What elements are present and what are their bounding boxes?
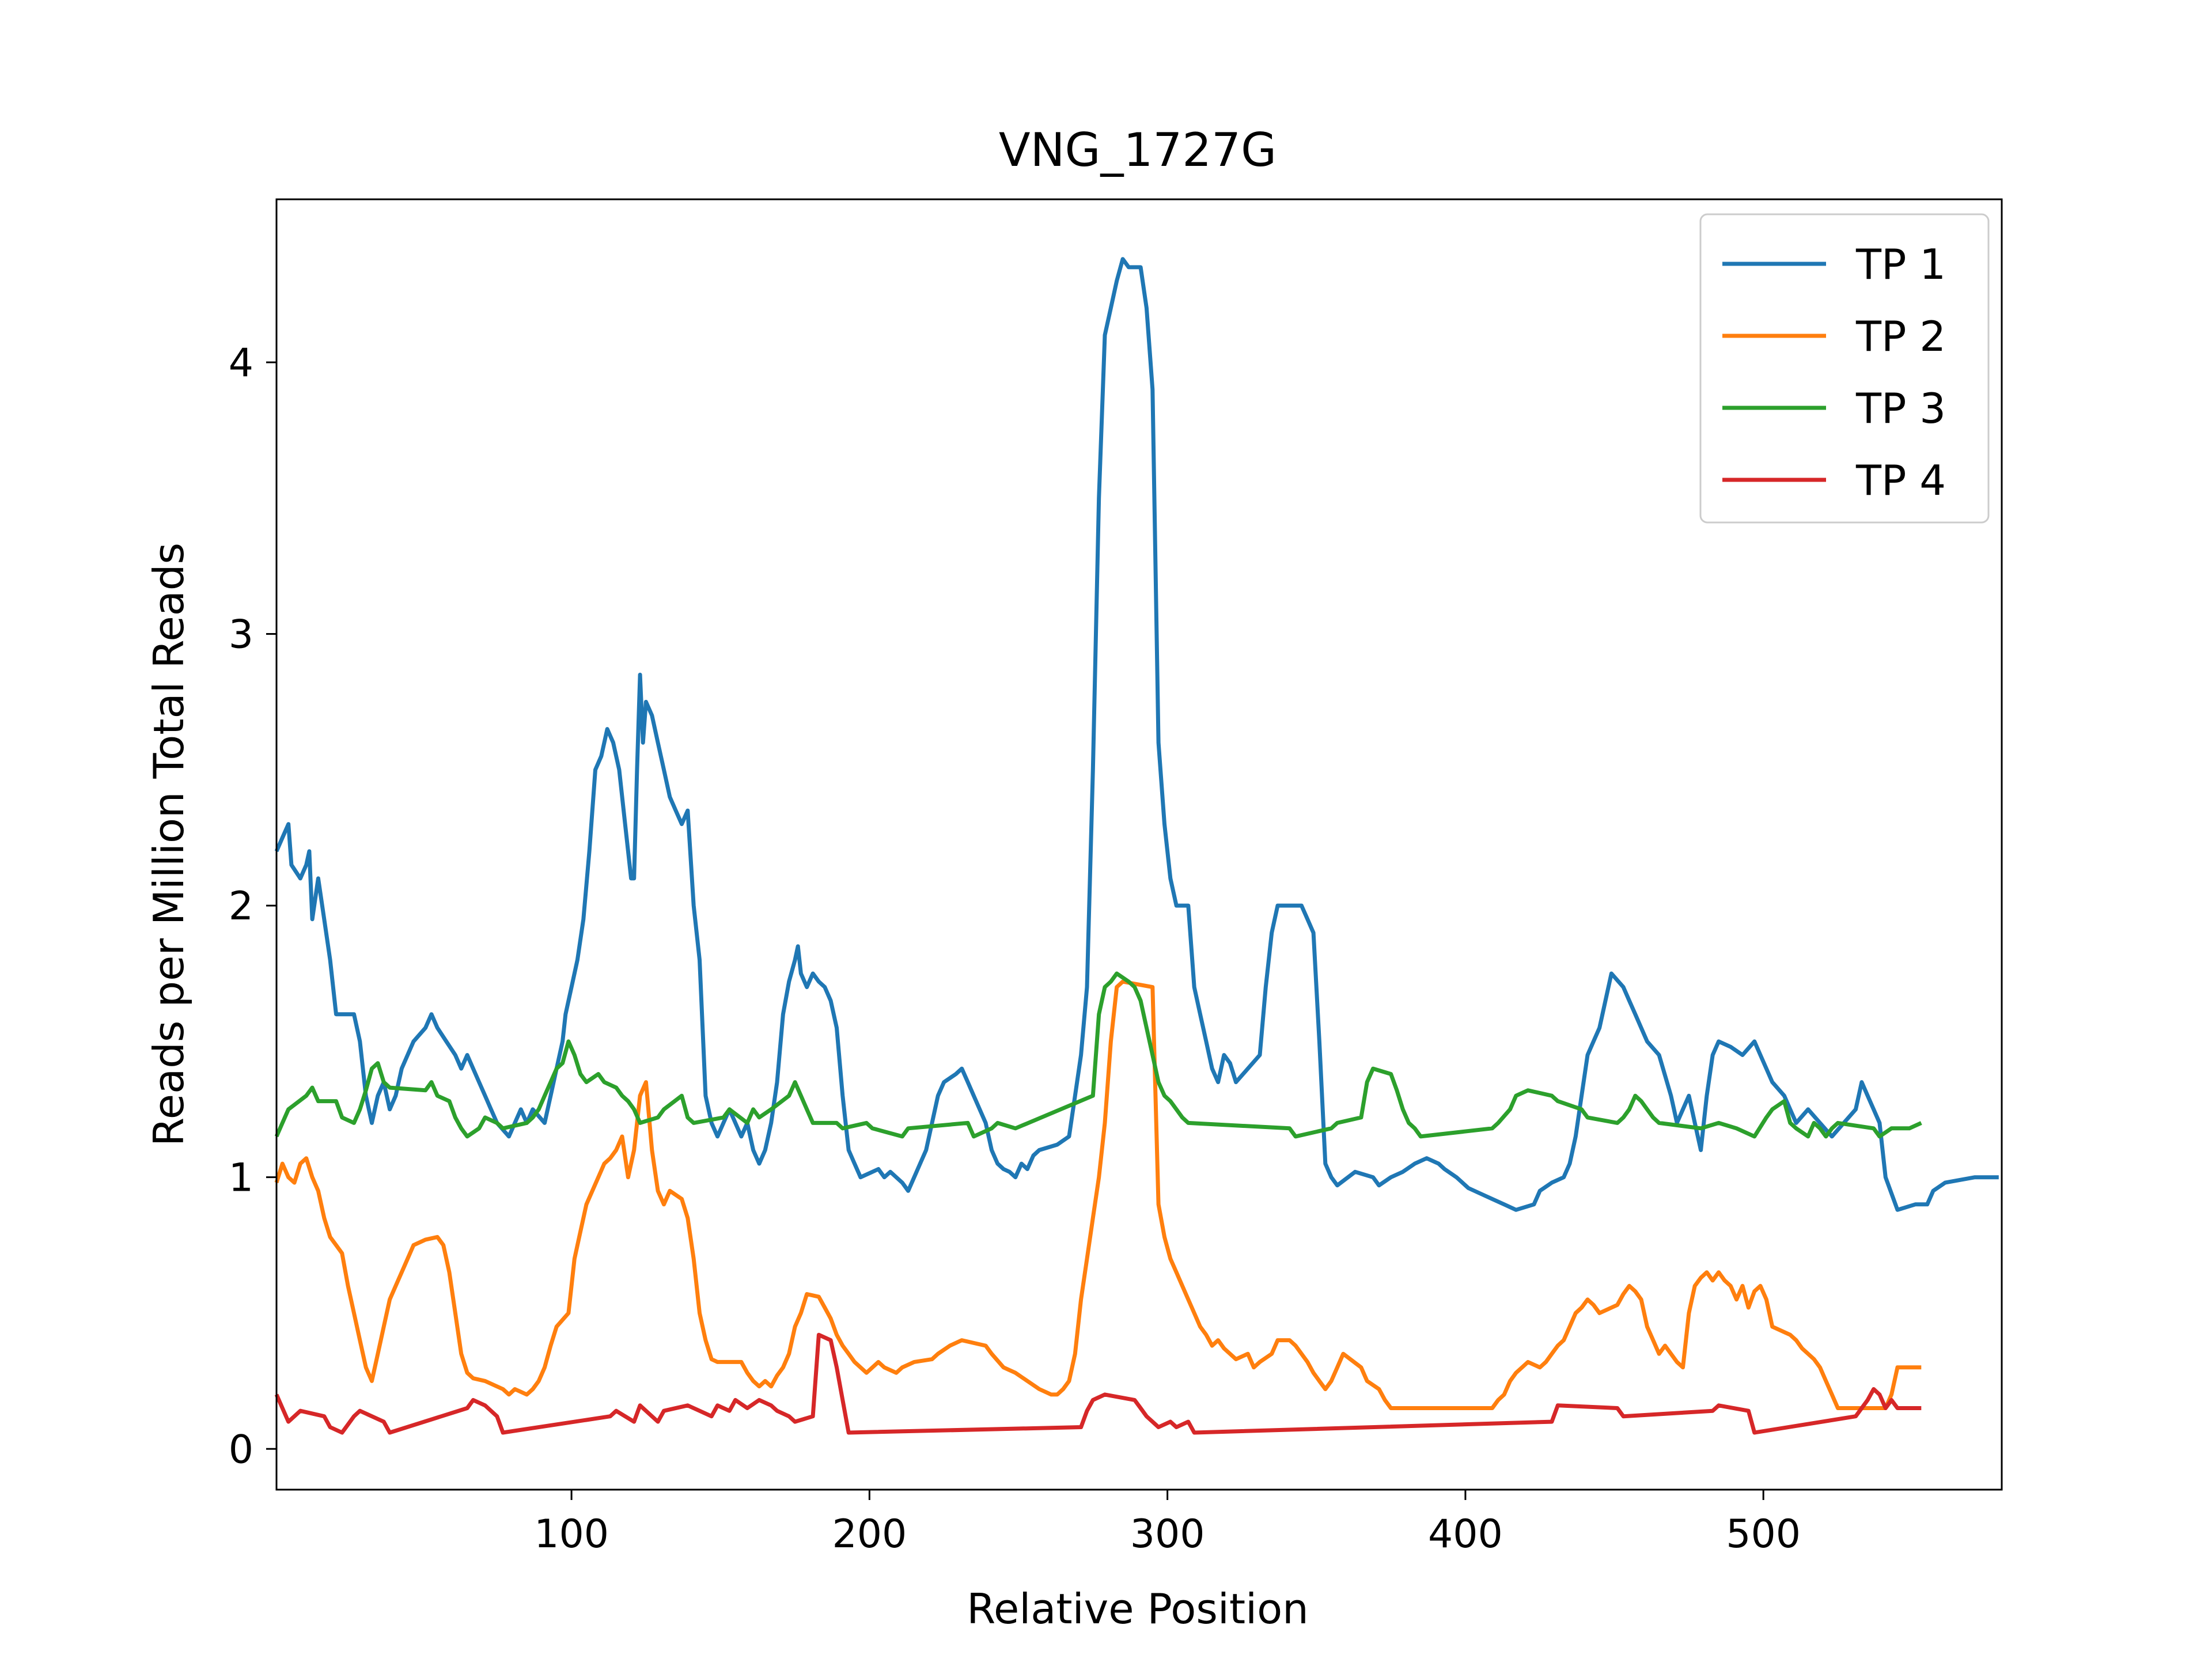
x-axis-ticks: 100 200 300 400 500 bbox=[534, 1490, 1801, 1557]
x-tick-label: 200 bbox=[832, 1512, 907, 1557]
x-axis-label: Relative Position bbox=[967, 1585, 1309, 1633]
series-line-tp-4 bbox=[274, 1332, 1922, 1435]
legend-label-tp-1: TP 1 bbox=[1855, 240, 1946, 289]
y-tick-label: 3 bbox=[229, 612, 253, 658]
chart-title: VNG_1727G bbox=[999, 123, 1277, 177]
y-axis-ticks: 0 1 2 3 4 bbox=[229, 340, 276, 1472]
series-line-tp-3 bbox=[274, 971, 1922, 1139]
series-layer bbox=[274, 257, 1999, 1435]
legend-label-tp-2: TP 2 bbox=[1855, 312, 1946, 361]
y-tick-label: 4 bbox=[229, 340, 253, 386]
x-tick-label: 100 bbox=[534, 1512, 609, 1557]
legend-box bbox=[1699, 213, 1990, 524]
legend-label-tp-3: TP 3 bbox=[1855, 384, 1946, 433]
y-tick-label: 2 bbox=[229, 884, 253, 929]
series-line-tp-1 bbox=[274, 257, 1999, 1212]
x-tick-label: 300 bbox=[1130, 1512, 1205, 1557]
y-axis-label: Reads per Million Total Reads bbox=[145, 543, 193, 1146]
x-tick-label: 400 bbox=[1428, 1512, 1503, 1557]
y-tick-label: 0 bbox=[229, 1427, 253, 1472]
x-tick-label: 500 bbox=[1726, 1512, 1801, 1557]
legend-label-tp-4: TP 4 bbox=[1855, 456, 1946, 505]
y-tick-label: 1 bbox=[229, 1156, 253, 1201]
series-line-tp-2 bbox=[274, 979, 1922, 1410]
plot-frame bbox=[275, 198, 2003, 1491]
legend: TP 1 TP 2 TP 3 TP 4 bbox=[1699, 213, 1990, 524]
